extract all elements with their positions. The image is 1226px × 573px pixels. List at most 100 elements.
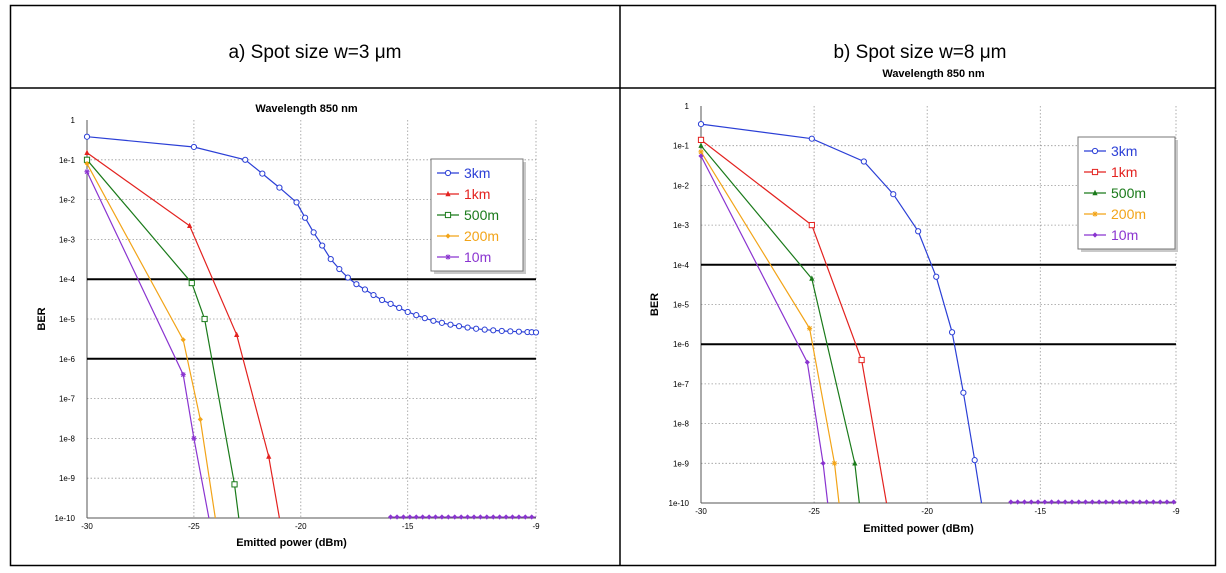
figure-frame [9, 4, 1217, 567]
y-tick-label: 1e-5 [59, 315, 76, 324]
y-tick-label: 1e-5 [673, 301, 690, 310]
x-tick-label: -15 [1035, 507, 1047, 516]
floor-point [464, 514, 471, 520]
y-tick-label: 1e-3 [59, 235, 76, 244]
floor-point [388, 514, 394, 520]
legend-marker-1km [1091, 168, 1099, 176]
y-tick-label: 1e-8 [59, 434, 76, 443]
data-point-200m [806, 325, 813, 332]
x-tick-label: -25 [808, 507, 820, 516]
floor-point [1164, 499, 1170, 505]
data-point-1km [234, 331, 240, 338]
y-tick-label: 1e-10 [669, 499, 690, 508]
floor-point [445, 514, 451, 520]
data-point-3km [361, 286, 369, 293]
series-line-200m [86, 163, 216, 519]
floor-point [484, 514, 490, 520]
data-point-3km [83, 133, 91, 140]
data-point-3km [413, 312, 420, 319]
floor-point [503, 514, 509, 520]
floor-point [1123, 499, 1129, 505]
legend-marker-200m [1092, 211, 1098, 217]
panel-b-title: b) Spot size w=8 μm [833, 42, 1006, 63]
floor-point [1028, 499, 1034, 505]
data-point-10m [698, 153, 704, 159]
series-line-3km [700, 123, 983, 504]
data-point-1km [697, 136, 705, 143]
data-point-200m [698, 149, 704, 155]
floor-point [1096, 499, 1102, 505]
y-axis-label: BER [649, 293, 661, 316]
legend-label-200m: 200m [1111, 206, 1146, 222]
data-point-3km [336, 265, 343, 273]
y-tick-label: 1e-9 [59, 474, 76, 483]
x-axis-label: Emitted power (dBm) [236, 537, 347, 549]
data-point-500m [231, 481, 238, 488]
data-point-3km [481, 326, 488, 333]
data-point-3km [242, 156, 249, 163]
y-tick-label: 1e-8 [673, 420, 690, 429]
data-point-3km [378, 296, 386, 304]
series-line-10m [700, 155, 829, 504]
floor-point [497, 514, 503, 520]
x-axis-label: Emitted power (dBm) [863, 523, 974, 535]
data-point-200m [197, 416, 203, 423]
data-point-3km [276, 184, 283, 191]
data-point-3km [808, 135, 815, 142]
chart-title: Wavelength 850 nm [255, 103, 358, 115]
legend-marker-200m [445, 233, 451, 239]
data-point-3km [490, 327, 497, 334]
legend-marker-3km [1091, 147, 1099, 155]
y-tick-label: 1e-6 [673, 340, 690, 349]
data-point-3km [915, 228, 922, 235]
data-point-3km [353, 281, 360, 288]
data-point-500m [809, 275, 815, 281]
data-point-3km [447, 321, 454, 328]
floor-point [458, 514, 464, 520]
data-point-3km [948, 329, 956, 336]
data-point-3km [396, 304, 403, 312]
legend-label-200m: 200m [464, 228, 499, 244]
data-point-10m [84, 169, 90, 175]
floor-point [522, 514, 528, 520]
floor-point [1110, 499, 1116, 505]
legend-label-1km: 1km [1111, 164, 1137, 180]
data-point-3km [301, 214, 309, 221]
legend-label-500m: 500m [464, 207, 499, 223]
data-point-500m [201, 315, 208, 323]
data-point-10m [804, 359, 810, 365]
floor-point [1055, 499, 1061, 505]
data-point-3km [319, 242, 326, 249]
y-tick-label: 1e-7 [673, 380, 690, 389]
data-point-3km [259, 170, 266, 177]
data-point-3km [438, 319, 446, 326]
legend-marker-500m [444, 211, 452, 219]
floor-point [420, 514, 426, 520]
floor-point [1035, 499, 1041, 505]
floor-point [490, 514, 496, 520]
floor-point [1048, 499, 1055, 505]
data-point-1km [266, 453, 272, 459]
data-point-200m [180, 337, 186, 343]
x-tick-label: -25 [188, 522, 200, 531]
panel-a-title: a) Spot size w=3 μm [228, 42, 401, 63]
data-point-3km [310, 229, 317, 236]
x-tick-label: -30 [81, 522, 93, 531]
legend-label-500m: 500m [1111, 185, 1146, 201]
series-line-1km [700, 139, 888, 504]
floor-point [529, 514, 535, 520]
legend-label-1km: 1km [464, 186, 490, 202]
y-tick-label: 1e-3 [673, 221, 690, 230]
data-point-3km [387, 300, 394, 307]
data-point-1km [808, 222, 815, 229]
data-point-500m [188, 279, 195, 287]
y-tick-label: 1e-1 [673, 142, 690, 151]
floor-point [439, 514, 445, 520]
x-tick-label: -15 [402, 522, 414, 531]
data-point-3km [344, 274, 351, 281]
data-point-500m [852, 460, 858, 466]
data-point-1km [84, 149, 90, 155]
floor-point [1157, 499, 1163, 505]
floor-point [432, 514, 439, 520]
